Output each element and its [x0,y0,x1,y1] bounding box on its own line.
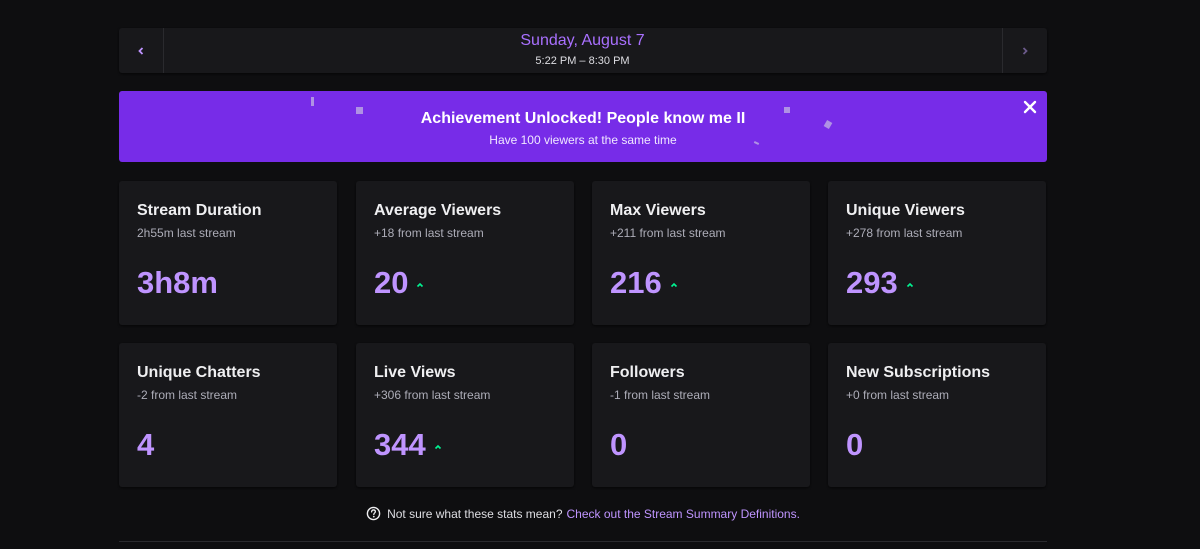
date-navigator: Sunday, August 7 5:22 PM – 8:30 PM [119,28,1047,73]
stat-value: 216 [610,265,678,301]
stream-time-range: 5:22 PM – 8:30 PM [535,55,630,67]
stat-comparison: +306 from last stream [374,388,491,402]
stat-title: Followers [610,364,685,381]
trend-up-icon [906,282,913,288]
stat-comparison: +18 from last stream [374,226,484,240]
stat-title: Unique Viewers [846,202,965,219]
chevron-right-icon [1022,46,1028,55]
confetti-piece [311,97,314,106]
close-icon [1023,100,1037,114]
stat-value-number: 3h8m [137,265,218,300]
achievement-title: Achievement Unlocked! People know me II [420,110,746,127]
stream-date: Sunday, August 7 [520,32,645,49]
stat-card-average-viewers: Average Viewers +18 from last stream 20 [356,181,574,325]
stat-title: Max Viewers [610,202,706,219]
stat-comparison: +278 from last stream [846,226,963,240]
stream-summary: Sunday, August 7 5:22 PM – 8:30 PM Achie… [119,0,1047,549]
stat-title: New Subscriptions [846,364,991,381]
stat-title: Live Views [374,364,456,381]
achievement-description: Have 100 viewers at the same time [489,133,677,147]
chevron-left-icon [138,46,144,55]
stat-value: 0 [610,427,627,463]
stat-value-number: 216 [610,265,662,300]
achievement-banner: Achievement Unlocked! People know me II … [119,91,1047,162]
stat-value: 293 [846,265,914,301]
stat-comparison: +0 from last stream [846,388,950,402]
stat-card-unique-viewers: Unique Viewers +278 from last stream 293 [828,181,1046,325]
trend-up-icon [434,444,441,450]
dismiss-achievement-button[interactable] [1022,99,1038,115]
stat-card-new-subscriptions: New Subscriptions +0 from last stream 0 [828,343,1046,487]
divider [119,541,1047,542]
stat-value: 4 [137,427,154,463]
stat-value-number: 0 [846,427,864,462]
previous-stream-button[interactable] [119,28,164,73]
stat-title: Stream Duration [137,202,262,219]
date-display: Sunday, August 7 5:22 PM – 8:30 PM [163,28,1002,73]
stat-card-stream-duration: Stream Duration 2h55m last stream 3h8m [119,181,337,325]
help-circle-icon [366,506,381,521]
confetti-piece [784,107,790,113]
stats-help-footer: Not sure what these stats mean? Check ou… [119,506,1047,521]
stat-comparison: -2 from last stream [137,388,238,402]
stat-value: 344 [374,427,442,463]
stat-card-unique-chatters: Unique Chatters -2 from last stream 4 [119,343,337,487]
trend-up-icon [670,282,677,288]
help-text: Not sure what these stats mean? [387,506,563,521]
stat-comparison: +211 from last stream [610,226,726,240]
trend-up-icon [417,282,424,288]
stat-comparison: 2h55m last stream [137,226,236,240]
stat-title: Unique Chatters [137,364,261,381]
stat-title: Average Viewers [374,202,502,219]
stream-summary-definitions-link[interactable]: Check out the Stream Summary Definitions… [566,506,800,521]
next-stream-button[interactable] [1002,28,1047,73]
confetti-piece [356,107,363,114]
stat-value: 0 [846,427,863,463]
stat-value-number: 4 [137,427,155,462]
stat-value-number: 344 [374,427,426,462]
stat-value-number: 20 [374,265,409,300]
stat-comparison: -1 from last stream [610,388,711,402]
stat-value-number: 0 [610,427,628,462]
stat-card-live-views: Live Views +306 from last stream 344 [356,343,574,487]
stat-card-followers: Followers -1 from last stream 0 [592,343,810,487]
stat-card-max-viewers: Max Viewers +211 from last stream 216 [592,181,810,325]
stat-value: 20 [374,265,424,301]
stat-value: 3h8m [137,265,218,301]
stat-value-number: 293 [846,265,898,300]
